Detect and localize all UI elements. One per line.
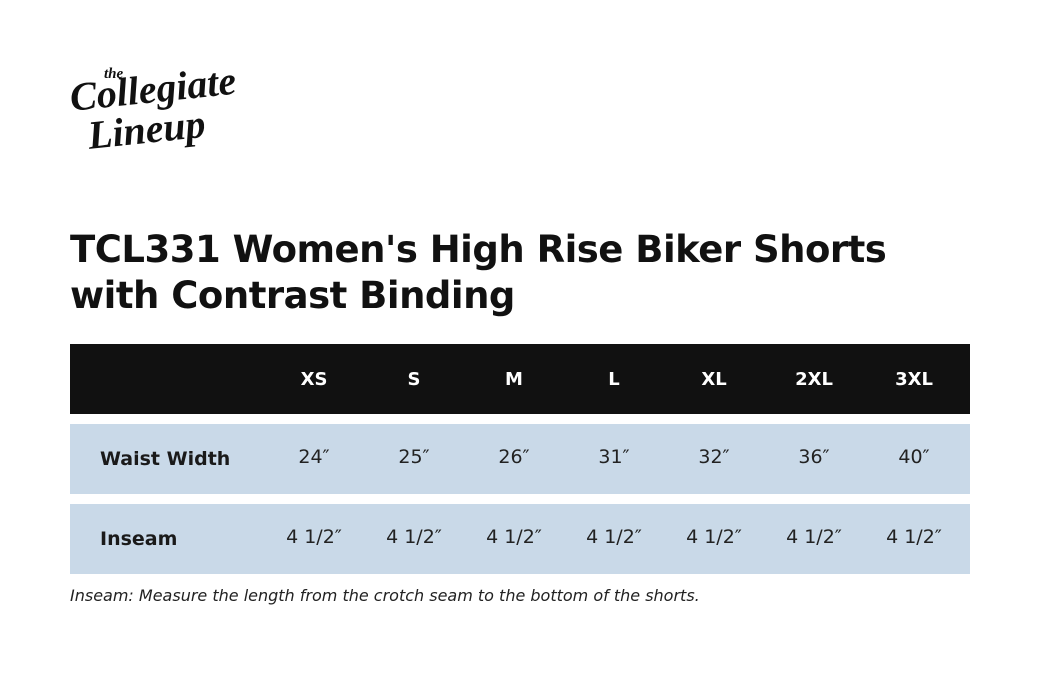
header-row: XS S M L XL 2XL 3XL	[70, 344, 970, 414]
header-cell: S	[407, 368, 421, 390]
data-cell: 36″	[798, 446, 830, 468]
data-cell: 32″	[698, 446, 730, 468]
data-cell: 24″	[298, 446, 330, 468]
data-cell: 4 1/2″	[886, 526, 942, 548]
data-cell: 4 1/2″	[686, 526, 742, 548]
data-cell: 4 1/2″	[386, 526, 442, 548]
row-label: Waist Width	[100, 448, 231, 470]
header-cell: XL	[701, 368, 727, 390]
data-cell: 31″	[598, 446, 630, 468]
data-cell: 40″	[898, 446, 930, 468]
title-line: TCL331 Women's High Rise Biker Shorts	[70, 228, 887, 271]
data-cell: 26″	[498, 446, 530, 468]
data-row: Inseam 4 1/2″ 4 1/2″ 4 1/2″ 4 1/2″ 4 1/2″ 4 1/…	[70, 504, 970, 574]
data-cell: 4 1/2″	[586, 526, 642, 548]
data-row: Waist Width 24″ 25″ 26″ 31″ 32″ 36″ 40″	[70, 424, 970, 494]
title-line: with Contrast Binding	[70, 274, 515, 317]
header-cell: XS	[300, 368, 328, 390]
footnote: Inseam: Measure the length from the crot…	[70, 586, 700, 605]
header-cell: 2XL	[795, 368, 833, 390]
logo-top: the	[104, 66, 124, 82]
data-cell: 4 1/2″	[286, 526, 342, 548]
data-cell: 25″	[398, 446, 430, 468]
header-cell: M	[505, 368, 523, 390]
header-cell: L	[608, 368, 620, 390]
data-cell: 4 1/2″	[486, 526, 542, 548]
row-label: Inseam	[100, 528, 178, 550]
data-cell: 4 1/2″	[786, 526, 842, 548]
header-cell: 3XL	[895, 368, 933, 390]
